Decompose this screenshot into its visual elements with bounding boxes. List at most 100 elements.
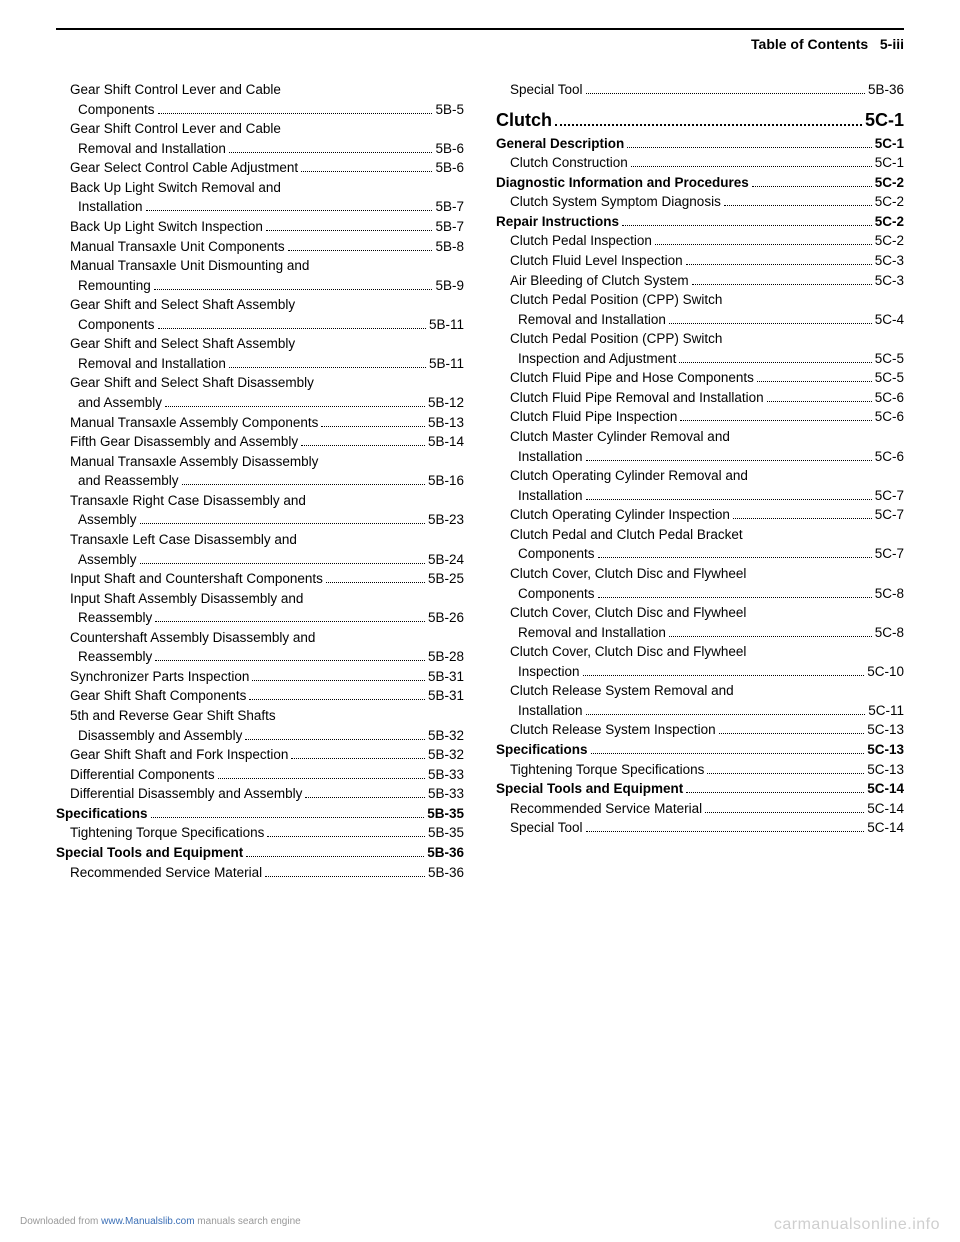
toc-section-page: 5C-1 xyxy=(865,110,904,131)
toc-page: 5C-2 xyxy=(875,212,904,232)
toc-label: Manual Transaxle Unit Components xyxy=(70,237,285,257)
toc-entry: Clutch Pedal and Clutch Pedal Bracket xyxy=(496,525,904,545)
toc-entry: Clutch Cover, Clutch Disc and Flywheel xyxy=(496,642,904,662)
toc-label: and Assembly xyxy=(78,393,162,413)
toc-label: Fifth Gear Disassembly and Assembly xyxy=(70,432,298,452)
toc-entry: Back Up Light Switch Removal and xyxy=(56,178,464,198)
toc-label: Special Tool xyxy=(510,818,583,838)
toc-entry: Countershaft Assembly Disassembly and xyxy=(56,628,464,648)
toc-label: Installation xyxy=(78,197,143,217)
toc-page: 5B-7 xyxy=(435,217,464,237)
toc-label: Tightening Torque Specifications xyxy=(510,760,704,780)
toc-page: 5C-10 xyxy=(867,662,904,682)
toc-label: Transaxle Left Case Disassembly and xyxy=(70,530,297,550)
toc-page: 5B-28 xyxy=(428,647,464,667)
toc-entry: Clutch Cover, Clutch Disc and Flywheel xyxy=(496,564,904,584)
toc-entry: Special Tool5B-36 xyxy=(496,80,904,100)
toc-label: Removal and Installation xyxy=(78,139,226,159)
toc-page: 5B-8 xyxy=(435,237,464,257)
toc-label: Components xyxy=(518,544,595,564)
toc-page: 5B-32 xyxy=(428,726,464,746)
toc-label: Clutch Construction xyxy=(510,153,628,173)
page-header: Table of Contents 5-iii xyxy=(56,36,904,52)
toc-label: Installation xyxy=(518,447,583,467)
toc-entry-continuation: Reassembly5B-26 xyxy=(56,608,464,628)
toc-page: 5B-36 xyxy=(427,843,464,863)
toc-entry: Gear Shift Control Lever and Cable xyxy=(56,119,464,139)
toc-entry: Manual Transaxle Unit Dismounting and xyxy=(56,256,464,276)
toc-section-label: Clutch xyxy=(496,110,552,131)
header-title: Table of Contents xyxy=(751,36,868,52)
toc-label: Special Tools and Equipment xyxy=(496,779,683,799)
toc-entry: Manual Transaxle Assembly Components5B-1… xyxy=(56,413,464,433)
toc-section-heading: Clutch 5C-1 xyxy=(496,110,904,131)
toc-entry: Clutch Cover, Clutch Disc and Flywheel xyxy=(496,603,904,623)
toc-label: Special Tools and Equipment xyxy=(56,843,243,863)
toc-label: Assembly xyxy=(78,550,137,570)
toc-label: Manual Transaxle Unit Dismounting and xyxy=(70,256,309,276)
toc-entry: Transaxle Left Case Disassembly and xyxy=(56,530,464,550)
toc-columns: Gear Shift Control Lever and CableCompon… xyxy=(56,80,904,882)
toc-entry: Recommended Service Material5B-36 xyxy=(56,863,464,883)
toc-entry-continuation: Inspection and Adjustment5C-5 xyxy=(496,349,904,369)
toc-entry: Gear Shift and Select Shaft Disassembly xyxy=(56,373,464,393)
toc-entry: Differential Disassembly and Assembly5B-… xyxy=(56,784,464,804)
footer-link[interactable]: www.Manualslib.com xyxy=(101,1216,194,1227)
toc-entry: Tightening Torque Specifications5C-13 xyxy=(496,760,904,780)
toc-entry-continuation: Removal and Installation5B-6 xyxy=(56,139,464,159)
toc-label: Clutch Pedal Inspection xyxy=(510,231,652,251)
toc-entry: Special Tools and Equipment5C-14 xyxy=(496,779,904,799)
toc-label: Countershaft Assembly Disassembly and xyxy=(70,628,315,648)
toc-label: Clutch Operating Cylinder Removal and xyxy=(510,466,748,486)
toc-page: 5B-9 xyxy=(435,276,464,296)
toc-label: Gear Shift Shaft Components xyxy=(70,686,246,706)
toc-label: Clutch Fluid Pipe Removal and Installati… xyxy=(510,388,764,408)
toc-page: 5C-6 xyxy=(875,407,904,427)
toc-entry: Clutch Pedal Position (CPP) Switch xyxy=(496,329,904,349)
toc-label: Clutch Pedal Position (CPP) Switch xyxy=(510,329,722,349)
toc-label: Gear Shift Shaft and Fork Inspection xyxy=(70,745,288,765)
toc-entry: Clutch System Symptom Diagnosis5C-2 xyxy=(496,192,904,212)
toc-entry: Special Tools and Equipment 5B-36 xyxy=(56,843,464,863)
toc-entry: Air Bleeding of Clutch System5C-3 xyxy=(496,271,904,291)
toc-page: 5C-7 xyxy=(875,505,904,525)
toc-entry: Gear Shift Shaft and Fork Inspection5B-3… xyxy=(56,745,464,765)
toc-label: Components xyxy=(518,584,595,604)
toc-page: 5B-11 xyxy=(429,354,464,374)
toc-label: Remounting xyxy=(78,276,151,296)
toc-label: Installation xyxy=(518,486,583,506)
toc-entry: Clutch Fluid Level Inspection5C-3 xyxy=(496,251,904,271)
header-pageref: 5-iii xyxy=(880,36,904,52)
toc-page: 5B-13 xyxy=(428,413,464,433)
toc-entry: Transaxle Right Case Disassembly and xyxy=(56,491,464,511)
toc-label: Removal and Installation xyxy=(518,623,666,643)
toc-label: Clutch Cover, Clutch Disc and Flywheel xyxy=(510,642,746,662)
toc-label: Input Shaft Assembly Disassembly and xyxy=(70,589,303,609)
page: Table of Contents 5-iii Gear Shift Contr… xyxy=(0,0,960,1242)
toc-label: Assembly xyxy=(78,510,137,530)
toc-page: 5C-2 xyxy=(875,173,904,193)
toc-page: 5B-36 xyxy=(868,80,904,100)
toc-entry-continuation: Components5B-11 xyxy=(56,315,464,335)
toc-page: 5C-8 xyxy=(875,623,904,643)
toc-label: General Description xyxy=(496,134,624,154)
toc-label: Gear Shift Control Lever and Cable xyxy=(70,80,281,100)
toc-entry: Clutch Fluid Pipe Removal and Installati… xyxy=(496,388,904,408)
toc-label: and Reassembly xyxy=(78,471,179,491)
toc-page: 5C-14 xyxy=(867,799,904,819)
toc-entry: Repair Instructions5C-2 xyxy=(496,212,904,232)
toc-page: 5B-35 xyxy=(427,804,464,824)
toc-entry-continuation: Inspection5C-10 xyxy=(496,662,904,682)
toc-page: 5B-12 xyxy=(428,393,464,413)
toc-label: Clutch Fluid Pipe Inspection xyxy=(510,407,677,427)
toc-page: 5B-7 xyxy=(435,197,464,217)
footer-credit: Downloaded from www.Manualslib.com manua… xyxy=(20,1216,301,1234)
toc-page: 5C-7 xyxy=(875,544,904,564)
toc-entry: Gear Shift Control Lever and Cable xyxy=(56,80,464,100)
toc-entry: Clutch Construction5C-1 xyxy=(496,153,904,173)
toc-page: 5C-2 xyxy=(875,192,904,212)
toc-entry-continuation: Installation5C-6 xyxy=(496,447,904,467)
toc-entry-continuation: Disassembly and Assembly5B-32 xyxy=(56,726,464,746)
toc-entry: Gear Shift Shaft Components5B-31 xyxy=(56,686,464,706)
toc-entry-continuation: Components5B-5 xyxy=(56,100,464,120)
